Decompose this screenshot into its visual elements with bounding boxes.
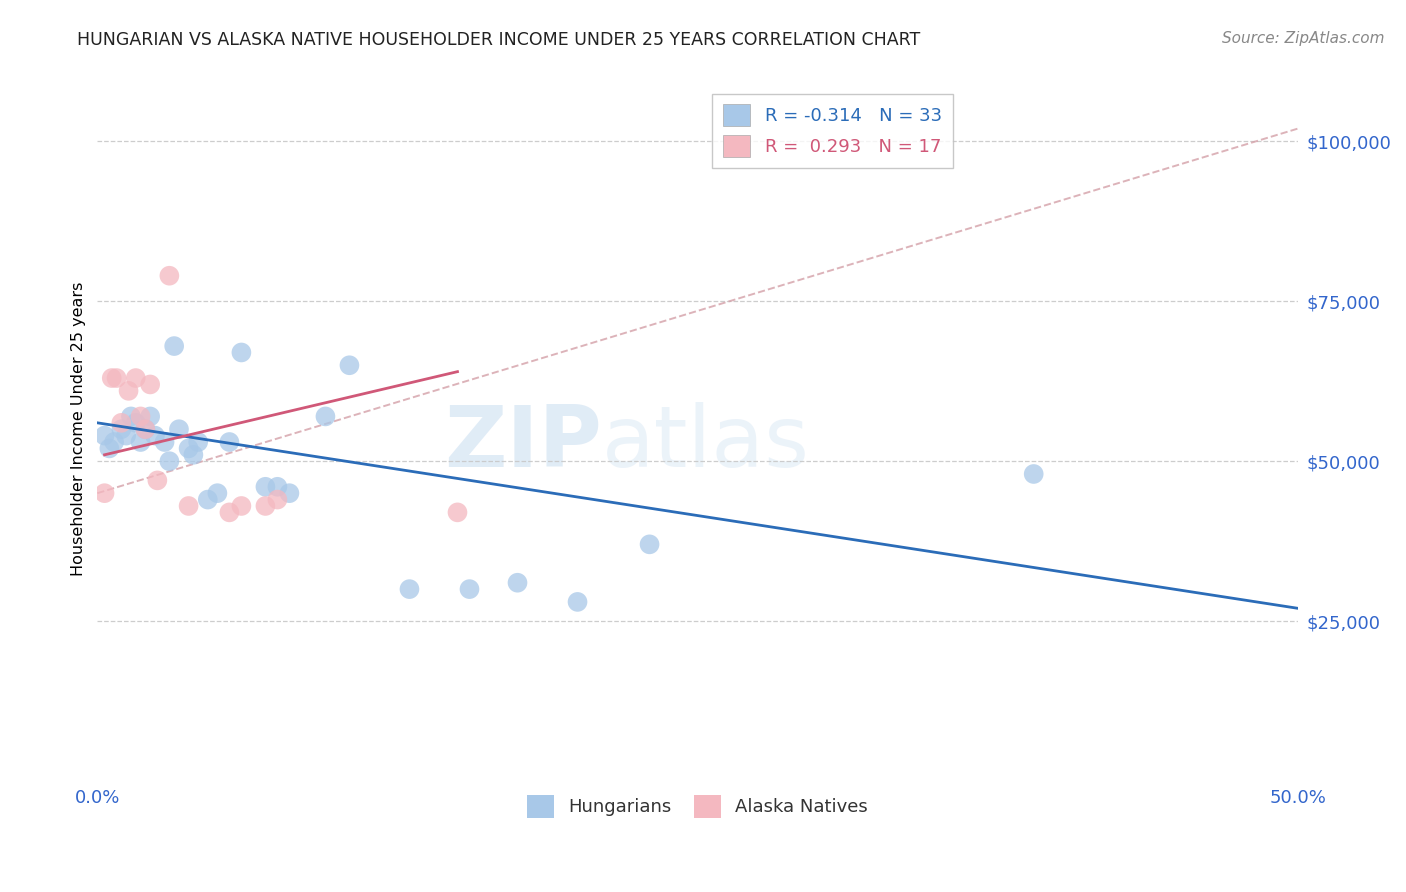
Point [157, 268, 180, 283]
Text: ZIP: ZIP [444, 401, 602, 484]
Point [231, 345, 253, 359]
Point [1022, 467, 1045, 481]
Point [143, 428, 166, 442]
Point [93, 428, 115, 442]
Point [254, 499, 277, 513]
Point [177, 499, 200, 513]
Point [197, 492, 219, 507]
Point [98, 442, 121, 456]
Point [231, 499, 253, 513]
Point [163, 339, 186, 353]
Point [177, 442, 200, 456]
Point [110, 422, 132, 436]
Point [146, 474, 169, 488]
Point [117, 384, 139, 398]
Point [129, 435, 152, 450]
Point [266, 480, 288, 494]
Point [458, 582, 481, 596]
Y-axis label: Householder Income Under 25 years: Householder Income Under 25 years [72, 282, 86, 576]
Point [207, 486, 229, 500]
Point [266, 492, 288, 507]
Point [139, 409, 162, 424]
Point [100, 371, 122, 385]
Point [339, 358, 361, 372]
Point [398, 582, 420, 596]
Point [139, 377, 162, 392]
Point [218, 435, 240, 450]
Point [105, 371, 128, 385]
Point [153, 435, 176, 450]
Point [567, 595, 589, 609]
Point [125, 416, 148, 430]
Text: atlas: atlas [602, 401, 810, 484]
Point [446, 505, 468, 519]
Point [115, 428, 138, 442]
Point [125, 371, 148, 385]
Point [103, 435, 125, 450]
Text: Source: ZipAtlas.com: Source: ZipAtlas.com [1222, 31, 1385, 46]
Point [134, 422, 156, 436]
Point [314, 409, 336, 424]
Point [278, 486, 301, 500]
Point [129, 409, 152, 424]
Point [93, 486, 115, 500]
Point [120, 409, 142, 424]
Legend: Hungarians, Alaska Natives: Hungarians, Alaska Natives [520, 789, 875, 825]
Point [110, 416, 132, 430]
Point [506, 575, 529, 590]
Point [157, 454, 180, 468]
Point [218, 505, 240, 519]
Point [134, 422, 156, 436]
Point [183, 448, 205, 462]
Text: HUNGARIAN VS ALASKA NATIVE HOUSEHOLDER INCOME UNDER 25 YEARS CORRELATION CHART: HUNGARIAN VS ALASKA NATIVE HOUSEHOLDER I… [77, 31, 921, 49]
Point [187, 435, 209, 450]
Point [167, 422, 190, 436]
Point [638, 537, 661, 551]
Point [254, 480, 277, 494]
